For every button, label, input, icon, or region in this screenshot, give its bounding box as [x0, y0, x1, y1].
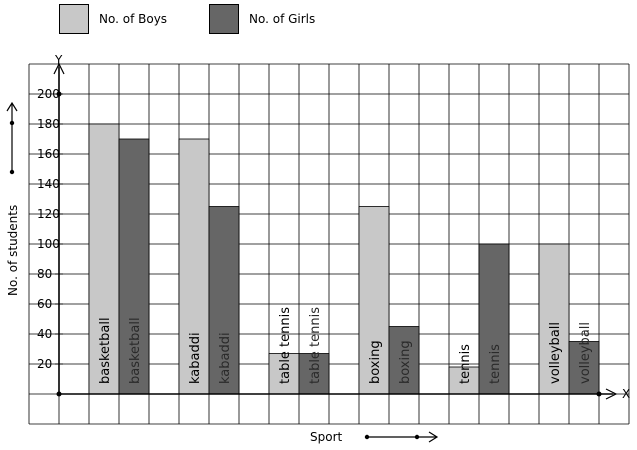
bar-label: table tennis — [278, 307, 293, 384]
y-tick-label: 180 — [37, 117, 60, 131]
y-tick-label: 60 — [37, 297, 52, 311]
bar-label: basketball — [128, 317, 143, 384]
x-axis-end-dot — [596, 391, 602, 397]
bar-label: boxing — [368, 340, 383, 384]
y-label-arrow-dot — [9, 120, 15, 126]
legend-girls: No. of Girls — [209, 4, 315, 34]
x-label-arrow-dot — [364, 434, 370, 440]
x-axis-letter: X — [622, 387, 630, 401]
y-tick-label: 80 — [37, 267, 52, 281]
bar-label: tennis — [488, 344, 503, 384]
x-axis-arrow-icon — [605, 388, 618, 400]
bar-label: kabaddi — [188, 332, 203, 384]
x-label-arrow-icon — [428, 431, 439, 443]
bar-girls — [118, 138, 150, 395]
y-tick-label: 20 — [37, 357, 52, 371]
bar-boys — [268, 353, 300, 395]
legend-boys: No. of Boys — [59, 4, 167, 34]
y-tick-label: 120 — [37, 207, 60, 221]
y-axis-letter: Y — [54, 53, 63, 67]
legend-boys-label: No. of Boys — [99, 12, 168, 26]
bar-label: volleyball — [548, 322, 563, 384]
bar-girls — [478, 243, 510, 395]
y-label-arrow-dot — [9, 169, 15, 175]
y-tick-label: 140 — [37, 177, 60, 191]
bar-girls — [298, 353, 330, 395]
y-tick-label: 200 — [37, 87, 60, 101]
x-axis-label: Sport — [310, 430, 343, 444]
bar-label: tennis — [458, 344, 473, 384]
legend-girls-label: No. of Girls — [249, 12, 316, 26]
y-ticks: 20 40 60 80 100 120 140 160 180 200 — [37, 87, 63, 371]
y-tick-label: 160 — [37, 147, 60, 161]
bar-label: volleyball — [578, 322, 593, 384]
y-label-arrow-icon — [6, 101, 18, 112]
bars: basketball basketball kabaddi kabaddi table … — [88, 123, 600, 395]
bar-boys — [178, 138, 210, 395]
bar-girls — [568, 341, 600, 395]
bar-label: boxing — [398, 340, 413, 384]
y-tick-label: 100 — [37, 237, 60, 251]
bar-girls — [388, 326, 420, 395]
bar-boys — [538, 243, 570, 395]
legend-boys-swatch — [59, 4, 89, 34]
bar-boys — [358, 206, 390, 395]
x-label-arrow-dot — [414, 434, 420, 440]
y-axis-label: No. of students — [6, 205, 20, 296]
legend-girls-swatch — [209, 4, 239, 34]
y-axis-arrow-icon — [53, 62, 65, 75]
bar-label: table tennis — [308, 307, 323, 384]
y-tick-label: 40 — [37, 327, 52, 341]
bar-girls — [208, 206, 240, 395]
bar-label: basketball — [98, 317, 113, 384]
bar-label: kabaddi — [218, 332, 233, 384]
